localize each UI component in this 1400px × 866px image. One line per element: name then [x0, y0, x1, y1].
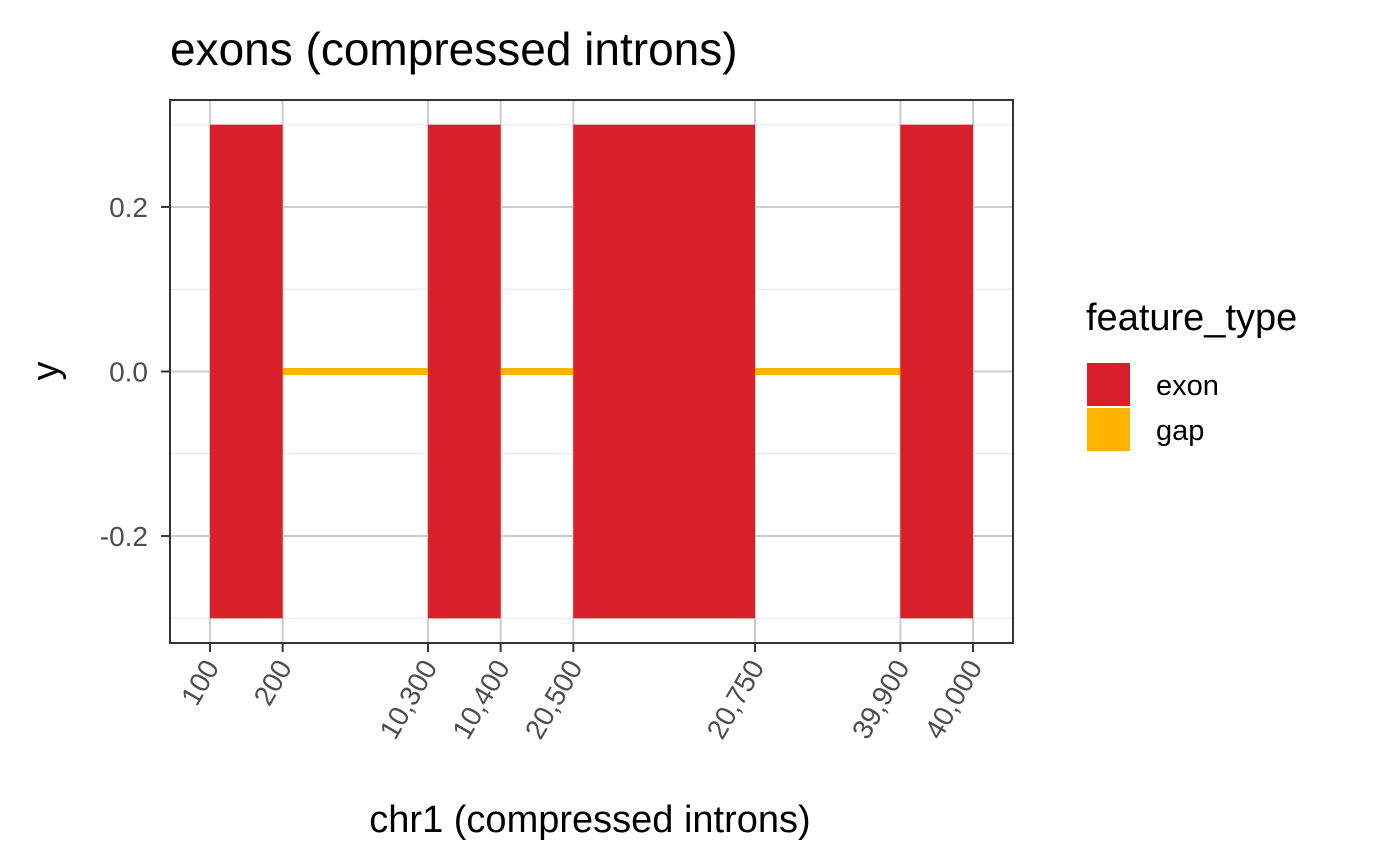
legend: feature_type exon gap — [1086, 297, 1297, 451]
y-axis-title: y — [25, 362, 67, 381]
y-tick-label: 0.0 — [109, 357, 148, 388]
exon-bar — [900, 124, 974, 619]
legend-label-exon: exon — [1156, 370, 1219, 402]
x-tick-label: 10,300 — [374, 655, 444, 745]
legend-key-gap — [1087, 408, 1130, 451]
x-tick-label: 200 — [248, 655, 298, 711]
chart-title: exons (compressed introns) — [170, 23, 738, 75]
x-tick-label: 40,000 — [919, 655, 989, 745]
x-axis-title: chr1 (compressed introns) — [369, 799, 810, 841]
exon-bar — [427, 124, 501, 619]
exon-bar — [209, 124, 283, 619]
x-tick-label: 39,900 — [846, 655, 916, 745]
exon-bar — [573, 124, 756, 619]
x-tick-label: 20,750 — [701, 655, 771, 745]
x-tick-label: 20,500 — [519, 655, 589, 745]
x-tick-label: 10,400 — [446, 655, 516, 745]
x-tick-label: 100 — [175, 655, 225, 711]
y-tick-label: -0.2 — [100, 521, 148, 552]
legend-key-exon — [1087, 363, 1130, 406]
plot-marks — [209, 124, 974, 619]
legend-label-gap: gap — [1156, 415, 1204, 447]
y-tick-label: 0.2 — [109, 192, 148, 223]
legend-title: feature_type — [1086, 297, 1297, 339]
